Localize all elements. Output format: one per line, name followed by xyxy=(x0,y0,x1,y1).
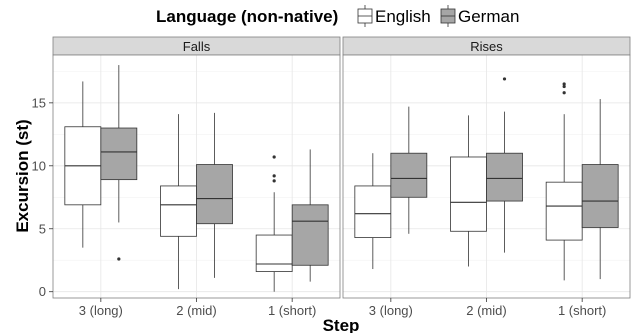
x-tick-label: 3 (long) xyxy=(369,303,413,318)
box-english xyxy=(545,181,583,241)
box-german xyxy=(100,127,138,181)
box-english xyxy=(255,234,293,272)
outlier-point-english xyxy=(562,82,566,86)
outlier-point-english xyxy=(272,174,276,178)
box-german xyxy=(291,204,329,266)
outlier-point-english xyxy=(562,91,566,95)
box-german xyxy=(390,152,428,198)
y-tick-label: 0 xyxy=(39,284,46,299)
panel-rises xyxy=(342,54,631,299)
legend-label-english: English xyxy=(375,7,431,26)
y-axis: 0 5 10 15 xyxy=(32,95,53,299)
x-tick-label: 2 (mid) xyxy=(176,303,216,318)
y-tick-label: 15 xyxy=(32,95,46,110)
box-german xyxy=(581,164,619,228)
outlier-point-english xyxy=(272,179,276,183)
y-axis-title: Excursion (st) xyxy=(13,119,32,232)
x-tick-label: 1 (short) xyxy=(268,303,316,318)
x-tick-label: 2 (mid) xyxy=(466,303,506,318)
strip-falls-label: Falls xyxy=(183,39,211,54)
facet-strips: Falls Rises xyxy=(52,36,631,56)
outlier-point-german xyxy=(502,77,507,81)
y-tick-label: 10 xyxy=(32,158,46,173)
legend: Language (non-native) English German xyxy=(156,5,519,27)
y-tick-label: 5 xyxy=(39,221,46,236)
legend-title: Language (non-native) xyxy=(156,7,338,26)
outlier-point-english xyxy=(272,155,276,159)
x-axis: 3 (long) 2 (mid) 1 (short) 3 (long) 2 (mid) 1… xyxy=(79,298,606,318)
box-german xyxy=(486,152,523,202)
box-english xyxy=(160,185,197,237)
x-axis-title: Step xyxy=(323,316,360,333)
box-english xyxy=(354,185,392,238)
strip-rises-label: Rises xyxy=(470,39,503,54)
panel-falls xyxy=(52,54,341,299)
outlier-point-english xyxy=(562,84,566,89)
legend-label-german: German xyxy=(458,7,519,26)
x-tick-label: 3 (long) xyxy=(79,303,123,318)
x-tick-label: 1 (short) xyxy=(558,303,606,318)
box-english xyxy=(450,156,487,232)
outlier-point-german xyxy=(117,257,121,261)
box-german xyxy=(196,164,233,225)
